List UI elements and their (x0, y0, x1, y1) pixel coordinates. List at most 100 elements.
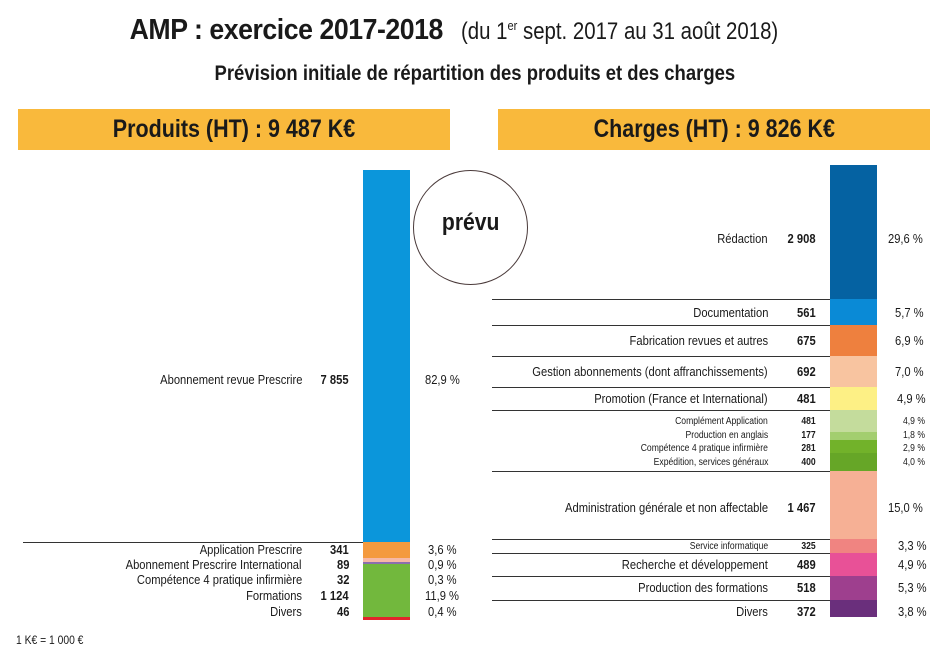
charges-percent: 15,0 % (888, 500, 923, 515)
produits-percent: 0,9 % (428, 557, 457, 572)
charges-label: Production en anglais (685, 430, 768, 441)
charges-percent: 6,9 % (895, 333, 924, 348)
charges-stacked-bar (830, 165, 877, 617)
charges-label: Gestion abonnements (dont affranchisseme… (532, 364, 768, 379)
charges-value: 177 (801, 430, 816, 441)
charges-value: 561 (797, 305, 816, 320)
produits-label: Application Prescrire (199, 542, 302, 557)
charges-divider (492, 387, 830, 388)
charges-value: 2 908 (788, 231, 816, 246)
charges-divider (492, 325, 830, 326)
charges-divider (492, 356, 830, 357)
charges-label: Administration générale et non affectabl… (564, 500, 768, 515)
charges-percent: 4,9 % (903, 416, 925, 427)
produits-label: Formations (246, 588, 302, 603)
charges-value: 675 (797, 333, 816, 348)
charges-seg-complement-app (830, 410, 877, 432)
charges-percent: 5,3 % (898, 580, 927, 595)
charges-seg-gestion (830, 356, 877, 387)
produits-percent: 82,9 % (425, 372, 460, 387)
prevu-badge: prévu (413, 170, 528, 285)
charges-percent: 3,3 % (898, 538, 927, 553)
charges-label: Promotion (France et International) (594, 391, 768, 406)
produits-percent: 3,6 % (428, 542, 457, 557)
charges-value: 325 (801, 541, 816, 552)
charges-percent: 4,9 % (898, 557, 927, 572)
produits-heading-box: Produits (HT) : 9 487 K€ (18, 109, 450, 150)
charges-percent: 1,8 % (903, 430, 925, 441)
charges-value: 489 (797, 557, 816, 572)
title-period: (du 1er sept. 2017 au 31 août 2018) (461, 18, 778, 46)
produits-heading: Produits (HT) : 9 487 K€ (112, 115, 356, 143)
charges-percent: 2,9 % (903, 443, 925, 454)
charges-divider (492, 299, 830, 300)
charges-value: 692 (797, 364, 816, 379)
charges-seg-recherche (830, 553, 877, 576)
charges-percent: 5,7 % (895, 305, 924, 320)
produits-percent: 0,4 % (428, 604, 457, 619)
charges-label: Complément Application (675, 416, 768, 427)
produits-value: 32 (336, 572, 349, 587)
charges-heading-box: Charges (HT) : 9 826 K€ (498, 109, 930, 150)
produits-value: 1 124 (321, 588, 349, 603)
charges-seg-expedition (830, 453, 877, 471)
charges-label: Documentation (692, 305, 768, 320)
charges-seg-service-info (830, 539, 877, 553)
produits-divider (23, 542, 363, 543)
charges-percent: 4,0 % (903, 457, 925, 468)
charges-seg-production-anglais (830, 432, 877, 440)
charges-label: Divers (736, 604, 768, 619)
produits-seg-divers (363, 617, 410, 620)
charges-value: 518 (797, 580, 816, 595)
charges-seg-fabrication (830, 325, 877, 356)
charges-value: 481 (801, 416, 816, 427)
footnote: 1 K€ = 1 000 € (16, 633, 94, 647)
produits-value: 46 (336, 604, 349, 619)
produits-label: Abonnement Prescrire International (126, 557, 302, 572)
produits-label: Abonnement revue Prescrire (159, 372, 302, 387)
chart-title: AMP : exercice 2017-2018 (du 1er sept. 2… (0, 14, 950, 47)
produits-value: 7 855 (321, 372, 349, 387)
charges-seg-production-formations (830, 576, 877, 600)
charges-label: Fabrication revues et autres (629, 333, 768, 348)
produits-seg-formations (363, 564, 410, 617)
produits-seg-international (363, 558, 410, 562)
charges-label: Rédaction (717, 231, 768, 246)
period-sup: er (507, 18, 518, 33)
produits-label: Compétence 4 pratique infirmière (136, 572, 302, 587)
produits-percent: 11,9 % (425, 588, 459, 603)
charges-seg-divers (830, 600, 877, 617)
charges-seg-redaction (830, 165, 877, 299)
charges-divider (492, 539, 830, 540)
charges-value: 400 (801, 457, 816, 468)
charges-percent: 7,0 % (895, 364, 924, 379)
charges-label: Compétence 4 pratique infirmière (640, 443, 768, 454)
period-pre: (du 1 (460, 18, 508, 45)
charges-percent: 4,9 % (897, 391, 926, 406)
footnote-text: 1 K€ = 1 000 € (16, 633, 84, 647)
charges-divider (492, 471, 830, 472)
charges-percent: 3,8 % (898, 604, 927, 619)
charges-value: 281 (801, 443, 816, 454)
charges-heading: Charges (HT) : 9 826 K€ (593, 115, 835, 143)
charges-label: Service informatique (689, 541, 768, 552)
produits-seg-application (363, 542, 410, 558)
charges-label: Production des formations (638, 580, 768, 595)
produits-percent: 0,3 % (428, 572, 457, 587)
badge-label: prévu (441, 209, 500, 236)
title-main: AMP : exercice 2017-2018 (129, 14, 444, 46)
charges-percent: 29,6 % (888, 231, 923, 246)
produits-label: Divers (270, 604, 302, 619)
period-post: sept. 2017 au 31 août 2018) (517, 18, 779, 45)
charges-seg-documentation (830, 299, 877, 325)
charges-value: 481 (797, 391, 816, 406)
charges-label: Recherche et développement (621, 557, 768, 572)
charges-divider (492, 410, 830, 411)
charges-divider (492, 553, 830, 554)
produits-stacked-bar (363, 170, 410, 620)
charges-seg-competence (830, 440, 877, 453)
produits-value: 341 (330, 542, 349, 557)
charges-divider (492, 600, 830, 601)
charges-seg-administration (830, 471, 877, 539)
chart-subtitle: Prévision initiale de répartition des pr… (0, 62, 950, 86)
